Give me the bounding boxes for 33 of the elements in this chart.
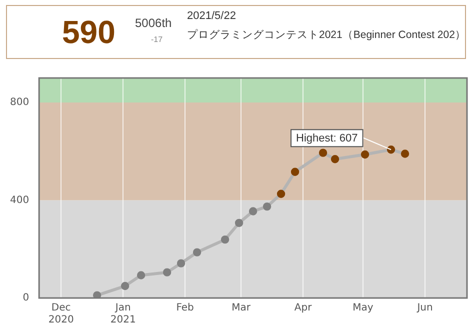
chart-subtitle: プログラミングコンテスト2021（Beginner Contest 202） (187, 28, 466, 42)
point (330, 155, 340, 164)
point (318, 148, 328, 157)
x-tick-label: Jun (416, 302, 433, 314)
point (290, 168, 300, 176)
y-tick-label: 400 (10, 194, 30, 206)
point (176, 259, 186, 268)
point (92, 291, 102, 298)
point (262, 202, 272, 211)
point (386, 146, 396, 154)
point (234, 218, 244, 228)
chart-title: 590 (62, 14, 116, 51)
point (162, 268, 172, 276)
y-tick-label: 0 (22, 292, 30, 304)
point (276, 190, 286, 198)
point (136, 271, 146, 280)
point (120, 282, 130, 290)
x-tick-label: May (352, 302, 374, 314)
text: 2021/5/22 (187, 10, 236, 22)
x-tick-label: Apr (294, 302, 313, 314)
point (248, 207, 258, 216)
point (220, 235, 230, 244)
point (360, 150, 370, 159)
y-tick-label: 800 (10, 97, 30, 108)
text: 5006th (135, 16, 172, 30)
x-tick-label: Mar (232, 302, 252, 314)
point (400, 150, 410, 158)
text: -17 (151, 35, 163, 44)
point (192, 248, 202, 256)
annotation: Highest: 607 (296, 132, 358, 145)
x-tick-label: Jan 2021 (110, 302, 136, 326)
x-tick-label: Feb (176, 302, 194, 314)
x-tick-label: Dec 2020 (48, 302, 74, 326)
